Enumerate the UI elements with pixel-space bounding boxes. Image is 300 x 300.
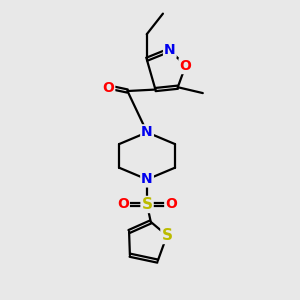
Text: S: S	[142, 197, 153, 212]
Text: N: N	[164, 43, 176, 57]
Text: O: O	[117, 197, 129, 212]
Text: O: O	[179, 59, 191, 73]
Text: N: N	[141, 125, 153, 139]
Text: S: S	[161, 228, 172, 243]
Text: N: N	[141, 172, 153, 186]
Text: O: O	[102, 81, 114, 95]
Text: O: O	[165, 197, 177, 212]
